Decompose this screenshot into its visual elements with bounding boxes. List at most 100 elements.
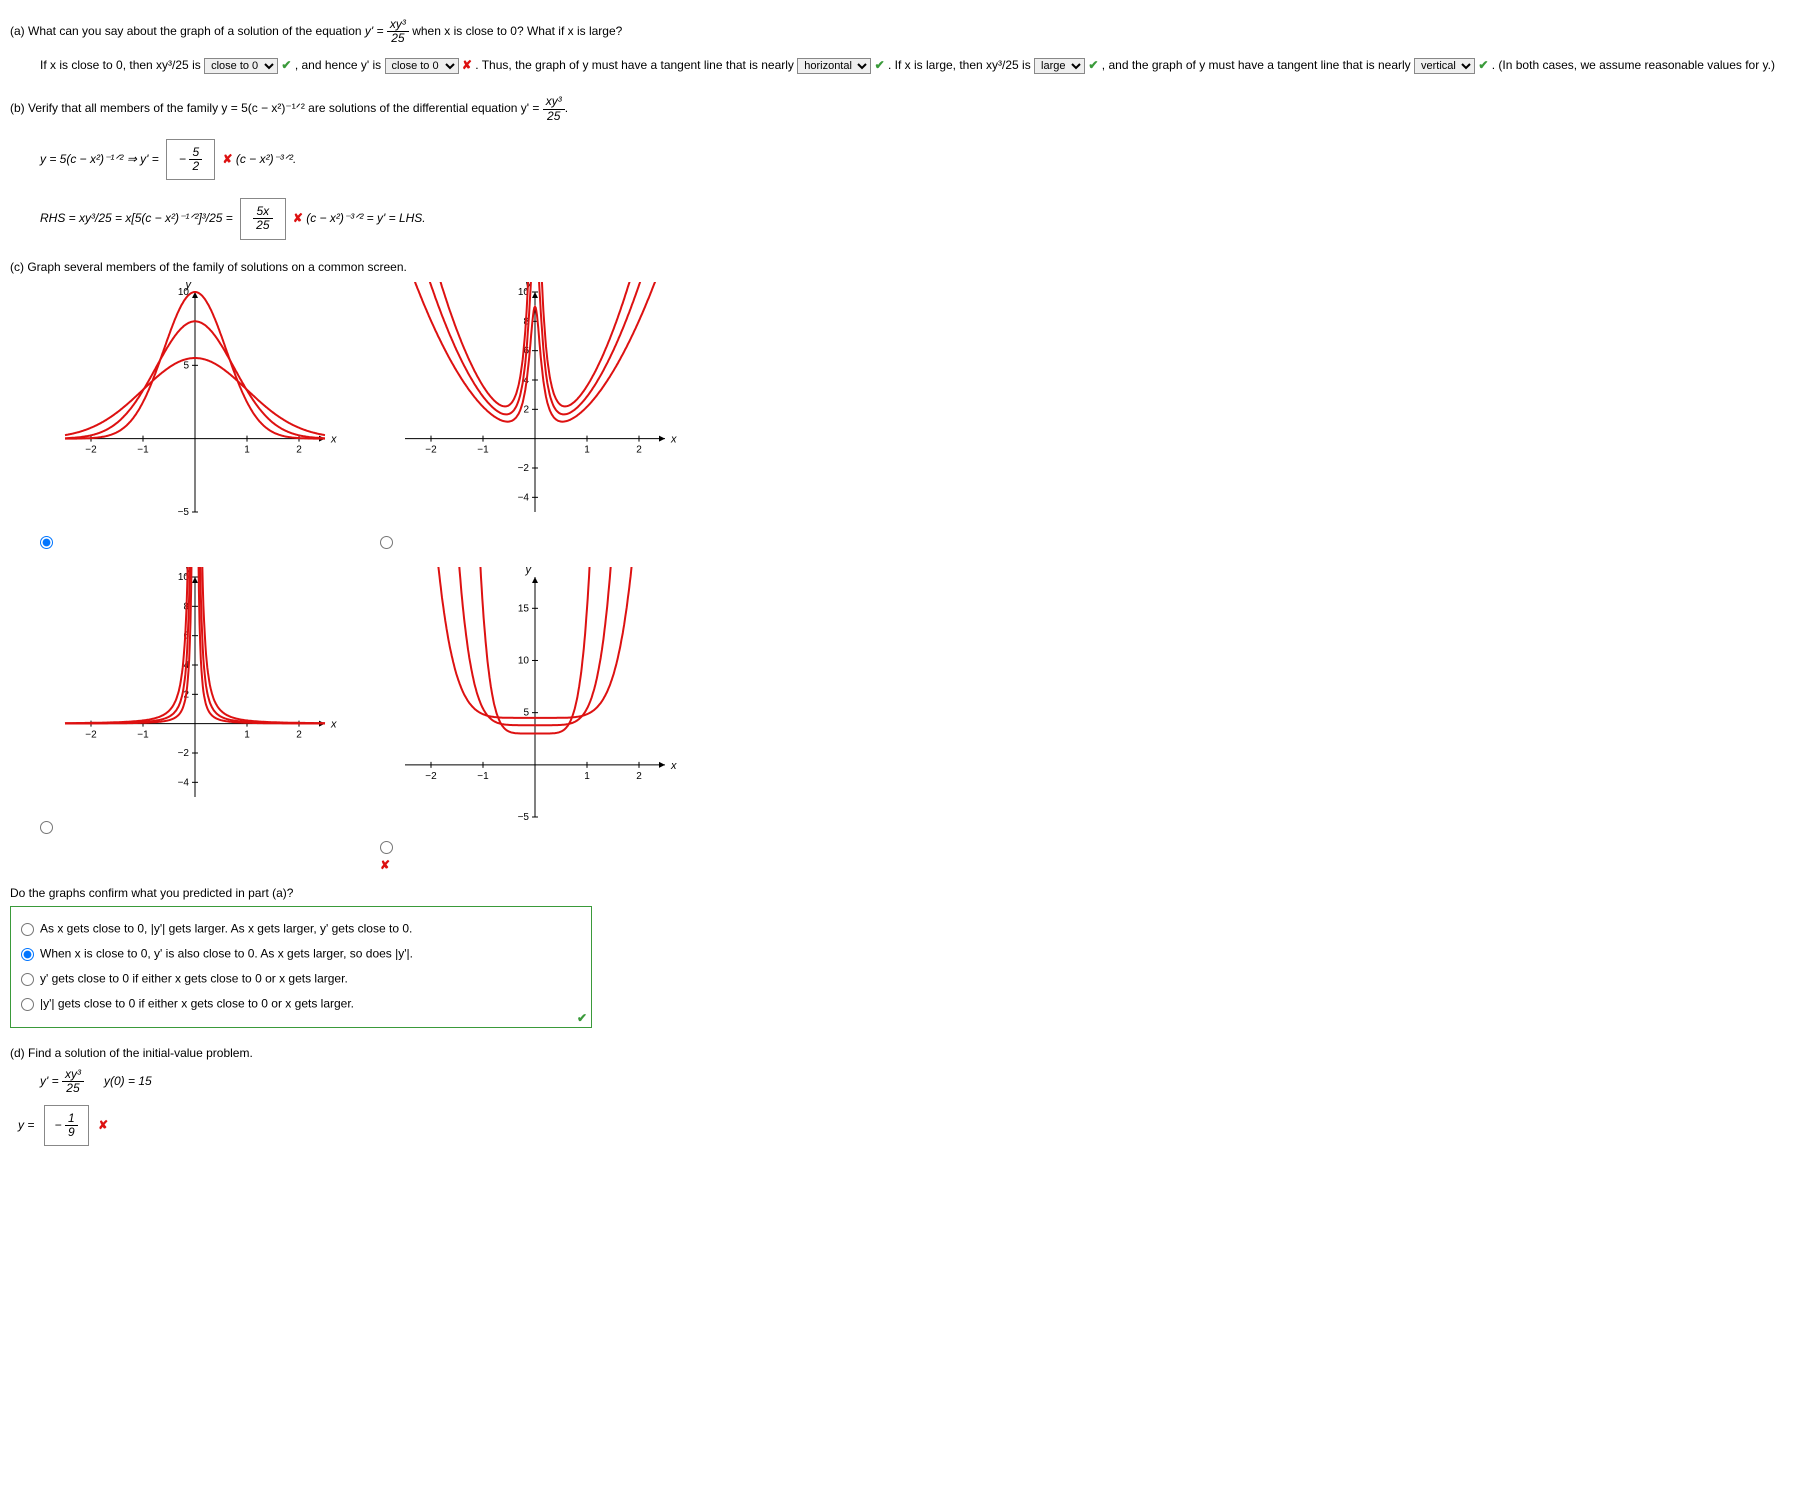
svg-text:2: 2 xyxy=(523,404,529,415)
opt3-text: y' gets close to 0 if either x gets clos… xyxy=(40,971,348,985)
svg-text:5: 5 xyxy=(183,360,189,371)
confirm-question: Do the graphs confirm what you predicted… xyxy=(10,886,1805,900)
graph-2-col: xy−2−112−4−2246810 xyxy=(380,282,680,553)
b-row1-right: (c − x²)⁻³ᐟ². xyxy=(236,152,296,166)
opt2-text: When x is close to 0, y' is also close t… xyxy=(40,946,413,960)
svg-text:2: 2 xyxy=(296,729,302,740)
select-xy-near-0[interactable]: close to 0 xyxy=(204,58,278,74)
svg-text:−5: −5 xyxy=(178,507,190,518)
cross-icon: ✘ xyxy=(293,211,303,225)
svg-text:−1: −1 xyxy=(477,444,489,455)
radio-graph-4[interactable] xyxy=(380,841,393,854)
svg-text:10: 10 xyxy=(518,655,530,666)
part-b-frac: xy³ 25 xyxy=(543,95,565,122)
svg-text:x: x xyxy=(330,433,337,445)
opt4-text: |y'| gets close to 0 if either x gets cl… xyxy=(40,996,354,1010)
radio-opt-4[interactable] xyxy=(21,998,34,1011)
select-xy-large[interactable]: large xyxy=(1034,58,1085,74)
radio-opt-3[interactable] xyxy=(21,973,34,986)
a-txt4: . If x is large, then xy³/25 is xyxy=(888,58,1034,72)
part-b-row1: y = 5(c − x²)⁻¹ᐟ² ⇒ y' = − 5 2 ✘ (c − x²… xyxy=(10,137,1805,182)
d-ans-pre: y = xyxy=(18,1118,38,1132)
cross-icon: ✘ xyxy=(462,58,472,72)
answer-box-yprime[interactable]: − 5 2 xyxy=(166,139,215,180)
svg-text:1: 1 xyxy=(584,444,590,455)
b-end: . xyxy=(565,101,568,115)
svg-text:1: 1 xyxy=(584,770,590,781)
select-tangent-near-0[interactable]: horizontal xyxy=(797,58,871,74)
part-d-prompt: (d) Find a solution of the initial-value… xyxy=(10,1046,1805,1060)
part-a-eq: y' = xyxy=(365,24,387,38)
part-a-frac: xy³ 25 xyxy=(387,18,409,45)
part-d-answer-row: y = − 1 9 ✘ xyxy=(18,1105,1805,1146)
cross-icon: ✘ xyxy=(380,858,390,872)
svg-text:−2: −2 xyxy=(85,444,97,455)
svg-text:−2: −2 xyxy=(425,444,437,455)
answer-box-d[interactable]: − 1 9 xyxy=(44,1105,89,1146)
radio-opt-1[interactable] xyxy=(21,923,34,936)
d-ans-neg: − xyxy=(55,1118,62,1132)
svg-text:−2: −2 xyxy=(425,770,437,781)
graph-1-col: xy−2−112−5510 xyxy=(40,282,340,553)
svg-text:2: 2 xyxy=(636,444,642,455)
graph-4: xy−2−112−551015 xyxy=(380,567,680,837)
part-a-prompt-pre: (a) What can you say about the graph of … xyxy=(10,24,365,38)
select-yprime-near-0[interactable]: close to 0 xyxy=(385,58,459,74)
graph-2: xy−2−112−4−2246810 xyxy=(380,282,680,532)
graph-3-col: xy−2−112−4−2246810 xyxy=(40,567,340,838)
graph-row-2: xy−2−112−4−2246810 xy−2−112−551015 ✘ xyxy=(40,567,1805,872)
svg-text:15: 15 xyxy=(518,603,530,614)
part-c-prompt: (c) Graph several members of the family … xyxy=(10,260,1805,274)
part-a-answer: If x is close to 0, then xy³/25 is close… xyxy=(10,53,1805,77)
check-icon: ✔ xyxy=(1088,58,1098,72)
options-box: As x gets close to 0, |y'| gets larger. … xyxy=(10,906,592,1028)
a-txt5: , and the graph of y must have a tangent… xyxy=(1102,58,1414,72)
answer-box-rhs[interactable]: 5x 25 xyxy=(240,198,285,239)
graph-1: xy−2−112−5510 xyxy=(40,282,340,532)
d-frac: xy³ 25 xyxy=(62,1068,84,1095)
check-icon: ✔ xyxy=(577,1011,587,1025)
graph-4-col: xy−2−112−551015 ✘ xyxy=(380,567,680,872)
radio-graph-3[interactable] xyxy=(40,821,53,834)
svg-text:−2: −2 xyxy=(518,463,530,474)
part-d-eqs: y' = xy³ 25 y(0) = 15 xyxy=(10,1068,1805,1095)
graph-3: xy−2−112−4−2246810 xyxy=(40,567,340,817)
svg-text:−2: −2 xyxy=(85,729,97,740)
svg-text:−5: −5 xyxy=(518,812,530,823)
cross-icon: ✘ xyxy=(223,152,233,166)
svg-text:−1: −1 xyxy=(137,729,149,740)
check-icon: ✔ xyxy=(875,58,885,72)
a-txt1: If x is close to 0, then xy³/25 is xyxy=(40,58,204,72)
svg-text:y: y xyxy=(525,567,533,576)
d-ans-frac: 1 9 xyxy=(65,1112,78,1139)
svg-text:−4: −4 xyxy=(518,492,530,503)
part-a-prompt-post: when x is close to 0? What if x is large… xyxy=(412,24,622,38)
b-row1-left: y = 5(c − x²)⁻¹ᐟ² ⇒ y' = xyxy=(40,152,162,166)
a-txt6: . (In both cases, we assume reasonable v… xyxy=(1492,58,1775,72)
part-b-row2: RHS = xy³/25 = x[5(c − x²)⁻¹ᐟ²]³/25 = 5x… xyxy=(10,196,1805,241)
svg-text:−1: −1 xyxy=(137,444,149,455)
check-icon: ✔ xyxy=(1478,58,1488,72)
radio-graph-2[interactable] xyxy=(380,536,393,549)
svg-text:1: 1 xyxy=(244,444,250,455)
d-eq1: y' = xyxy=(40,1073,62,1087)
cross-icon: ✘ xyxy=(98,1118,108,1132)
b-box1-frac: 5 2 xyxy=(189,146,202,173)
b-box1-neg: − xyxy=(179,152,186,166)
part-b: (b) Verify that all members of the famil… xyxy=(10,95,1805,122)
svg-text:1: 1 xyxy=(244,729,250,740)
a-txt2: , and hence y' is xyxy=(295,58,385,72)
svg-text:x: x xyxy=(330,718,337,730)
d-ic: y(0) = 15 xyxy=(104,1073,152,1087)
part-b-prompt: (b) Verify that all members of the famil… xyxy=(10,101,543,115)
graph-row-1: xy−2−112−5510 xy−2−112−4−2246810 xyxy=(40,282,1805,553)
radio-graph-1[interactable] xyxy=(40,536,53,549)
radio-opt-2[interactable] xyxy=(21,948,34,961)
part-a: (a) What can you say about the graph of … xyxy=(10,18,1805,45)
b-box2-frac: 5x 25 xyxy=(253,205,272,232)
svg-text:x: x xyxy=(670,759,677,771)
svg-text:−1: −1 xyxy=(477,770,489,781)
svg-text:2: 2 xyxy=(636,770,642,781)
opt1-text: As x gets close to 0, |y'| gets larger. … xyxy=(40,921,412,935)
select-tangent-large[interactable]: vertical xyxy=(1414,58,1475,74)
